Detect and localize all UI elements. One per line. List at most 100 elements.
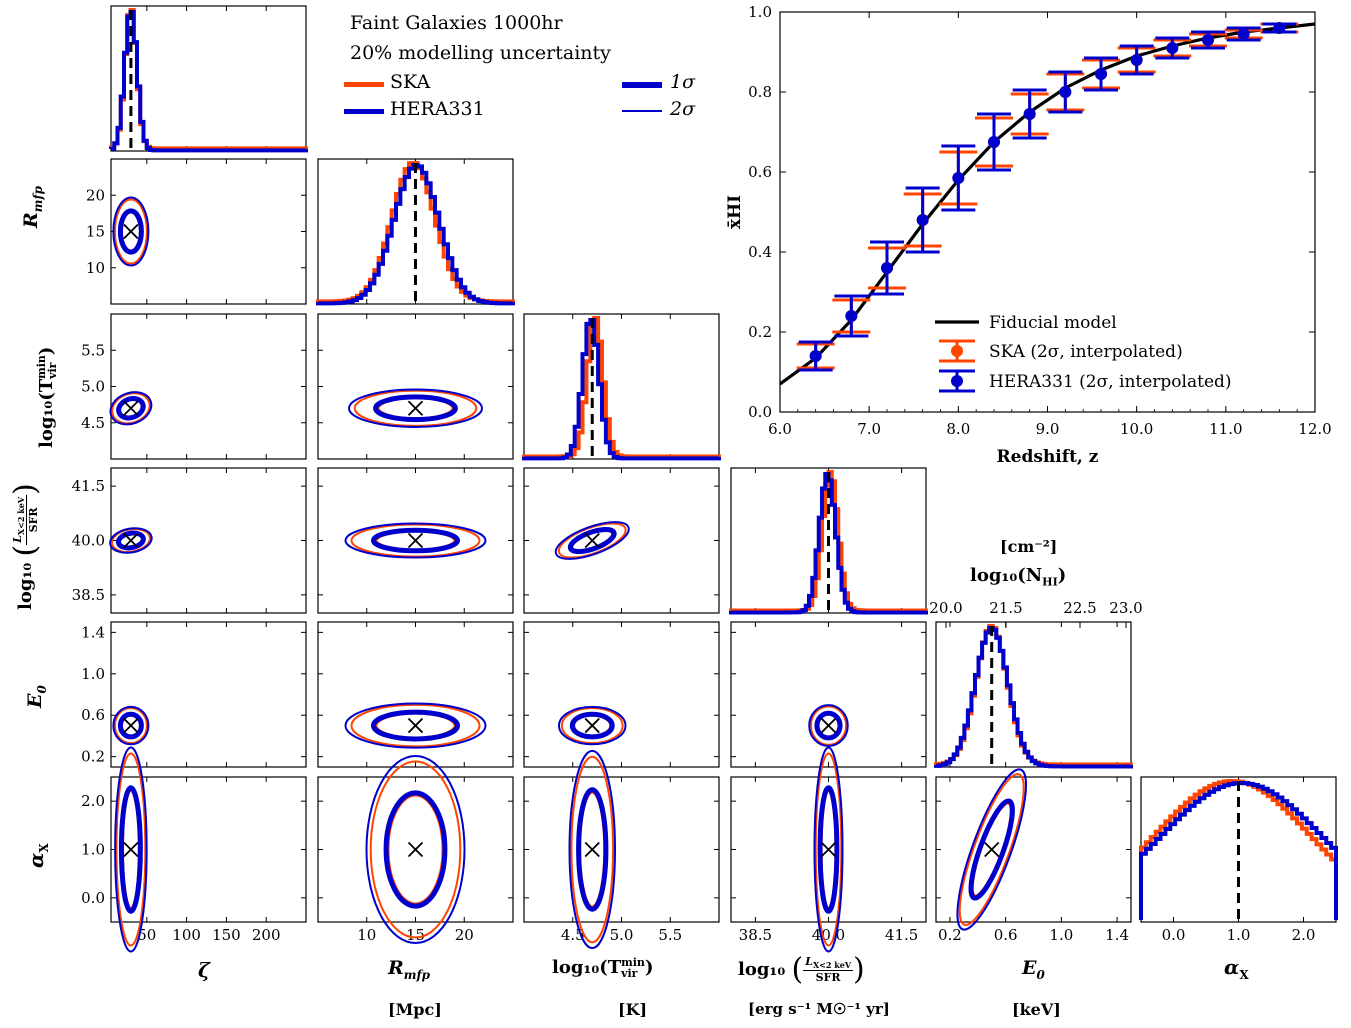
ylabel-lx: log₁₀ (LX<2 keV SFR) xyxy=(8,483,43,610)
hera-histogram xyxy=(522,318,721,461)
x-tick-label: 1.0 xyxy=(1227,926,1251,944)
legend-1sigma-swatch xyxy=(622,82,662,88)
hera-2sigma-contour xyxy=(109,527,153,554)
x-tick-label: 1.4 xyxy=(1105,926,1129,944)
fiducial-marker xyxy=(584,717,600,734)
nhi-label: log₁₀(NHI) xyxy=(970,565,1067,589)
legend-title-line2: 20% modelling uncertainty xyxy=(350,42,611,64)
fiducial-marker xyxy=(584,841,600,858)
hera-2sigma-contour xyxy=(112,196,150,267)
nhi-tick-label: 21.5 xyxy=(989,599,1022,617)
hera-point xyxy=(1202,34,1214,46)
contour-panel xyxy=(523,776,720,923)
x-tick-label: 50 xyxy=(137,926,156,944)
nhi-tick-label: 22.5 xyxy=(1063,599,1096,617)
fiducial-marker xyxy=(407,532,424,549)
ska-2sigma-contour xyxy=(958,773,1025,926)
fiducial-marker xyxy=(407,400,424,416)
unit-rmfp: [Mpc] xyxy=(388,1000,442,1019)
xlabel-tvir: log₁₀(T min vir) xyxy=(552,956,654,980)
hera-point xyxy=(916,214,929,226)
hera-2sigma-contour xyxy=(568,749,616,950)
ska-histogram xyxy=(934,624,1133,767)
x-tick-label: 41.5 xyxy=(885,926,918,944)
hera-point xyxy=(1273,22,1286,34)
hera-2sigma-contour xyxy=(558,705,627,746)
y-tick-label: 10 xyxy=(86,259,105,277)
y-tick-label: 5.0 xyxy=(81,378,105,396)
fiducial-marker xyxy=(123,400,139,416)
ska-2sigma-contour xyxy=(113,198,148,265)
ska-2sigma-contour xyxy=(809,705,848,746)
y-tick-label: 0.0 xyxy=(81,889,105,907)
hera-2sigma-contour xyxy=(808,704,849,747)
contour-panel xyxy=(110,467,307,614)
y-tick-label: 0.6 xyxy=(81,706,105,724)
x-tick-label: 20 xyxy=(455,926,474,944)
hera-point xyxy=(952,172,965,184)
xlabel-rmfp: Rmfp xyxy=(388,957,431,982)
legend-1sigma-label: 1σ xyxy=(670,71,696,93)
y-tick-label: 1.0 xyxy=(81,665,105,683)
ska-2sigma-contour xyxy=(350,703,481,748)
xhi-x-tick-label: 6.0 xyxy=(768,420,792,438)
y-tick-label: 20 xyxy=(86,186,105,204)
hera-2sigma-contour xyxy=(109,391,153,426)
nhi-unit: [cm⁻²] xyxy=(1000,537,1058,556)
hera-1sigma-contour xyxy=(118,785,143,914)
legend-2sigma-label: 2σ xyxy=(670,98,696,120)
contour-panel xyxy=(523,621,720,768)
ylabel-rmfp: Rmfp xyxy=(20,185,45,228)
x-tick-label: 100 xyxy=(172,926,201,944)
xhi-y-tick-label: 0.6 xyxy=(748,163,772,181)
legend-hera-label: HERA331 xyxy=(390,98,485,120)
ylabel-tvir: log₁₀(T min vir) xyxy=(35,346,59,448)
ska-2sigma-contour xyxy=(115,752,147,947)
hera-point xyxy=(1130,54,1143,66)
nhi-tick-label: 20.0 xyxy=(929,599,962,617)
hera-1sigma-contour xyxy=(371,709,460,742)
xhi-x-tick-label: 9.0 xyxy=(1036,420,1060,438)
legend-title-line1: Faint Galaxies 1000hr xyxy=(350,12,563,34)
x-tick-label: 0.2 xyxy=(938,926,962,944)
ska-2sigma-contour xyxy=(113,706,148,745)
xlabel-e0: E0 xyxy=(1022,957,1045,982)
hera-1sigma-contour xyxy=(373,394,458,423)
fiducial-marker xyxy=(123,223,139,240)
contour-panel xyxy=(317,621,514,768)
hera-point xyxy=(809,350,822,362)
legend-hera-swatch xyxy=(344,109,384,114)
hera-2sigma-contour xyxy=(344,522,487,559)
hera-2sigma-contour xyxy=(348,388,483,428)
x-tick-label: 38.5 xyxy=(739,926,772,944)
x-tick-label: 10 xyxy=(357,926,376,944)
xhi-y-tick-label: 1.0 xyxy=(748,3,772,21)
x-tick-label: 5.0 xyxy=(610,926,634,944)
xhi-y-tick-label: 0.2 xyxy=(748,323,772,341)
hist-panel xyxy=(523,313,720,460)
hera-1sigma-contour xyxy=(116,396,146,421)
x-tick-label: 1.0 xyxy=(1049,926,1073,944)
y-tick-label: 15 xyxy=(86,223,105,241)
hera-histogram xyxy=(934,626,1133,769)
fiducial-marker xyxy=(123,841,139,858)
hera-point xyxy=(1166,42,1179,54)
y-tick-label: 0.2 xyxy=(81,748,105,766)
xhi-y-tick-label: 0.4 xyxy=(748,243,772,261)
unit-e0: [keV] xyxy=(1012,1000,1061,1019)
contour-panel xyxy=(317,313,514,460)
unit-tvir: [K] xyxy=(618,1000,648,1019)
legend-fiducial-label: Fiducial model xyxy=(989,313,1117,333)
x-tick-label: 40.0 xyxy=(812,926,845,944)
fiducial-marker xyxy=(407,841,424,858)
hera-2sigma-contour xyxy=(365,755,466,944)
xhi-y-tick-label: 0.0 xyxy=(748,403,772,421)
hera-1sigma-contour xyxy=(117,711,144,740)
y-tick-label: 40.0 xyxy=(72,532,105,550)
contour-panel xyxy=(110,621,307,768)
legend-ska-label: SKA (2σ, interpolated) xyxy=(989,342,1183,362)
y-tick-label: 2.0 xyxy=(81,792,105,810)
y-tick-label: 5.5 xyxy=(81,341,105,359)
hera-2sigma-contour xyxy=(813,746,844,953)
hist-panel xyxy=(110,5,307,152)
